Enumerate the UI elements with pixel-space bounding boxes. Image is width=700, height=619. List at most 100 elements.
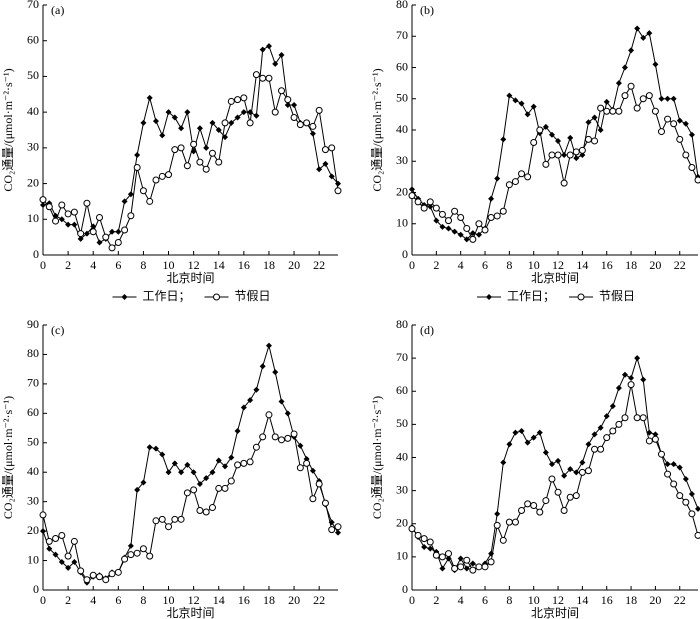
x-tick-label: 10 bbox=[163, 593, 175, 607]
marker bbox=[115, 228, 122, 235]
marker bbox=[542, 497, 550, 505]
marker bbox=[597, 127, 604, 133]
marker bbox=[658, 95, 665, 102]
x-tick-label: 18 bbox=[625, 258, 637, 272]
marker bbox=[512, 429, 519, 436]
marker bbox=[584, 135, 592, 143]
marker bbox=[695, 505, 700, 512]
marker bbox=[102, 576, 110, 584]
x-tick-label: 14 bbox=[576, 593, 588, 607]
marker bbox=[296, 121, 304, 129]
marker bbox=[651, 435, 659, 443]
marker bbox=[83, 230, 90, 237]
marker bbox=[58, 201, 66, 209]
marker bbox=[573, 469, 580, 476]
marker bbox=[272, 60, 279, 67]
marker bbox=[554, 151, 562, 159]
marker bbox=[694, 531, 700, 539]
marker bbox=[500, 459, 507, 466]
marker bbox=[688, 510, 696, 518]
marker bbox=[240, 404, 247, 411]
y-tick-label: 40 bbox=[396, 122, 408, 136]
marker bbox=[65, 564, 72, 571]
panel: 0 10 20 30 40 50 60 70 0 2 4 6 8 10 12 14 16 18 20 22 (a) 北京时… bbox=[1, 0, 342, 303]
marker bbox=[215, 484, 223, 492]
panel-label: (b) bbox=[420, 3, 434, 17]
x-tick-label: 4 bbox=[90, 258, 96, 272]
marker bbox=[328, 173, 335, 180]
x-tick-label: 12 bbox=[552, 593, 564, 607]
marker bbox=[183, 489, 191, 497]
marker bbox=[524, 173, 532, 181]
marker bbox=[246, 119, 254, 127]
y-tick-label: 80 bbox=[396, 317, 408, 331]
marker bbox=[271, 108, 279, 116]
marker bbox=[639, 414, 647, 422]
marker bbox=[639, 95, 647, 103]
marker bbox=[427, 203, 434, 210]
marker bbox=[536, 429, 543, 436]
marker bbox=[463, 565, 470, 572]
marker bbox=[213, 293, 221, 301]
marker bbox=[426, 198, 434, 206]
marker bbox=[542, 449, 549, 456]
y-tick-label: 70 bbox=[27, 376, 39, 390]
marker bbox=[64, 552, 72, 560]
marker bbox=[475, 231, 482, 238]
marker bbox=[561, 152, 568, 158]
marker bbox=[615, 384, 622, 391]
y-axis-label: CO₂通量/(μmol·m⁻²·s⁻¹) bbox=[370, 396, 384, 519]
marker bbox=[499, 207, 507, 215]
y-tick-label: 50 bbox=[27, 68, 39, 82]
marker bbox=[95, 573, 103, 581]
marker bbox=[291, 102, 298, 108]
marker bbox=[171, 460, 178, 467]
marker bbox=[133, 549, 141, 557]
marker bbox=[469, 235, 477, 243]
x-tick-label: 10 bbox=[528, 593, 540, 607]
marker bbox=[58, 559, 65, 566]
x-tick-label: 16 bbox=[601, 258, 613, 272]
x-tick-label: 16 bbox=[238, 258, 250, 272]
marker bbox=[615, 107, 623, 115]
marker bbox=[433, 217, 440, 224]
marker bbox=[278, 87, 286, 95]
y-tick-label: 40 bbox=[396, 449, 408, 463]
marker bbox=[591, 137, 599, 145]
marker bbox=[408, 192, 416, 200]
marker bbox=[284, 434, 292, 442]
marker bbox=[633, 104, 641, 112]
marker bbox=[322, 160, 329, 167]
panel-label: (a) bbox=[51, 3, 64, 17]
x-tick-label: 2 bbox=[433, 593, 439, 607]
marker bbox=[146, 197, 154, 205]
marker bbox=[494, 510, 501, 517]
marker bbox=[469, 560, 476, 567]
marker bbox=[609, 427, 617, 435]
marker bbox=[408, 525, 416, 533]
marker bbox=[518, 100, 525, 107]
marker bbox=[536, 508, 544, 516]
marker bbox=[146, 94, 153, 101]
marker bbox=[71, 559, 78, 566]
marker bbox=[134, 152, 141, 158]
x-tick-label: 20 bbox=[288, 258, 300, 272]
marker bbox=[45, 203, 53, 211]
marker bbox=[127, 542, 134, 549]
marker bbox=[83, 576, 91, 584]
marker bbox=[567, 134, 574, 141]
x-tick-label: 4 bbox=[458, 593, 464, 607]
x-tick-label: 0 bbox=[40, 258, 46, 272]
marker bbox=[609, 403, 616, 410]
marker bbox=[676, 492, 684, 500]
marker bbox=[627, 82, 635, 90]
marker bbox=[297, 442, 304, 449]
x-tick-label: 16 bbox=[238, 593, 250, 607]
marker bbox=[518, 507, 526, 514]
marker bbox=[265, 74, 273, 82]
marker bbox=[488, 195, 495, 202]
marker bbox=[177, 144, 185, 152]
marker bbox=[487, 558, 495, 566]
y-tick-label: 70 bbox=[396, 28, 408, 42]
